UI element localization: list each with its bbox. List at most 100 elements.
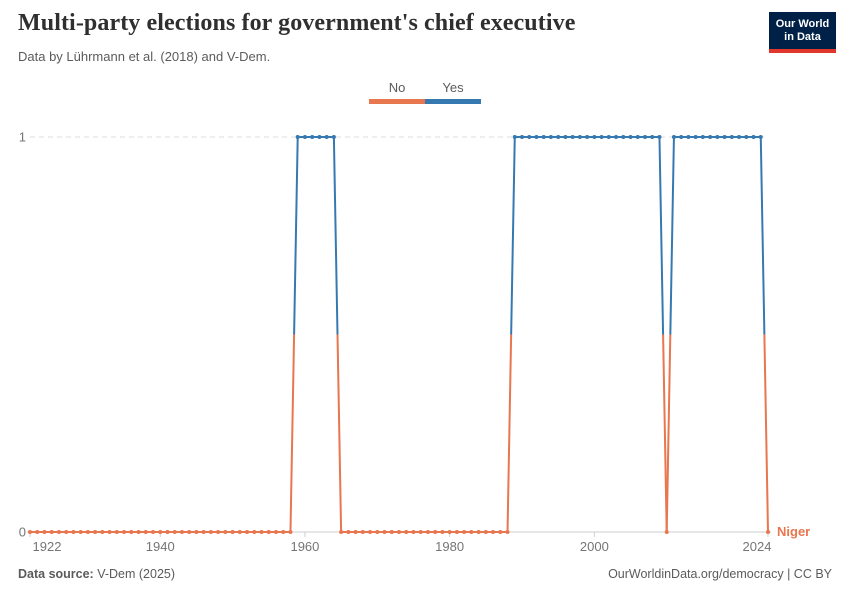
series-point: [447, 530, 452, 534]
series-point: [411, 530, 416, 534]
series-point: [657, 135, 662, 139]
series-point: [49, 530, 54, 534]
series-point: [592, 135, 597, 139]
logo-line2: in Data: [784, 30, 821, 43]
logo-line1: Our World: [775, 17, 830, 30]
series-point: [42, 530, 47, 534]
series-point: [715, 135, 720, 139]
series-point: [520, 135, 524, 139]
series-point: [368, 530, 373, 534]
series-point: [397, 530, 401, 534]
series-transition: [759, 136, 766, 335]
series-point: [252, 530, 257, 534]
series-point: [722, 135, 727, 139]
series-point: [346, 530, 351, 534]
chart-legend: No Yes: [0, 80, 850, 104]
x-tick-label: 2000: [580, 539, 609, 554]
series-point: [766, 530, 770, 534]
series-point: [129, 530, 134, 534]
series-point: [259, 530, 264, 534]
series-point: [389, 530, 394, 534]
series-point: [433, 530, 438, 534]
series-transition: [293, 136, 299, 335]
series-point: [78, 530, 83, 534]
series-point: [165, 530, 170, 534]
owid-logo[interactable]: Our World in Data: [769, 12, 836, 53]
x-tick-label: 1980: [435, 539, 464, 554]
series-point: [751, 135, 756, 139]
series-transition: [662, 334, 668, 533]
legend-item-yes: Yes: [425, 80, 481, 104]
series-point: [35, 530, 40, 534]
series-transition: [506, 334, 513, 533]
series-point: [201, 530, 206, 534]
series-point: [570, 135, 575, 139]
series-point: [382, 530, 387, 534]
series-point: [628, 135, 633, 139]
series-point: [679, 135, 684, 139]
series-point: [744, 135, 749, 139]
series-point: [454, 530, 459, 534]
chart-footer: Data source: V-Dem (2025) OurWorldinData…: [18, 567, 832, 581]
x-tick-label: 2024: [743, 539, 772, 554]
x-tick-label: 1922: [33, 539, 62, 554]
series-transition: [665, 334, 672, 533]
series-point: [172, 530, 177, 534]
series-point: [418, 530, 423, 534]
legend-swatch-no: [369, 99, 425, 104]
series-point: [194, 530, 199, 534]
series-point: [339, 530, 344, 534]
series-point: [100, 530, 105, 534]
series-point: [187, 530, 192, 534]
series-point: [310, 135, 315, 139]
data-source-label: Data source:: [18, 567, 94, 581]
series-point: [158, 530, 163, 534]
series-transition: [669, 136, 675, 335]
series-point: [56, 530, 61, 534]
entity-label[interactable]: Niger: [777, 524, 811, 539]
series-point: [527, 135, 532, 139]
series-point: [693, 135, 698, 139]
series-point: [614, 135, 619, 139]
series-point: [577, 135, 582, 139]
series-point: [64, 530, 69, 534]
series-transition: [289, 334, 296, 533]
series-point: [556, 135, 561, 139]
series-transition: [332, 136, 339, 335]
series-point: [245, 530, 250, 534]
series-point: [302, 135, 307, 139]
series-point: [216, 530, 221, 534]
chart-subtitle: Data by Lührmann et al. (2018) and V-Dem…: [18, 49, 271, 64]
series-transition: [510, 136, 516, 335]
series-point: [476, 530, 481, 534]
y-tick-label: 0: [19, 525, 26, 540]
series-point: [324, 135, 329, 139]
series-point: [729, 135, 734, 139]
series-transition: [763, 334, 769, 533]
series-point: [179, 530, 184, 534]
legend-item-no: No: [369, 80, 425, 104]
series-point: [223, 530, 228, 534]
owid-link[interactable]: OurWorldinData.org/democracy | CC BY: [608, 567, 832, 581]
series-point: [664, 530, 669, 534]
series-point: [266, 530, 271, 534]
series-point: [491, 530, 496, 534]
series-point: [643, 135, 647, 139]
series-point: [208, 530, 213, 534]
series-point: [122, 530, 127, 534]
series-point: [114, 530, 119, 534]
series-point: [317, 135, 322, 139]
x-tick-label: 1960: [290, 539, 319, 554]
series-point: [512, 135, 517, 139]
series-point: [469, 530, 474, 534]
data-source: Data source: V-Dem (2025): [18, 567, 175, 581]
series-point: [650, 135, 655, 139]
series-point: [425, 530, 430, 534]
series-point: [136, 530, 141, 534]
series-point: [288, 530, 293, 534]
series-point: [274, 530, 278, 534]
x-tick-label: 1940: [146, 539, 175, 554]
series-point: [737, 135, 742, 139]
